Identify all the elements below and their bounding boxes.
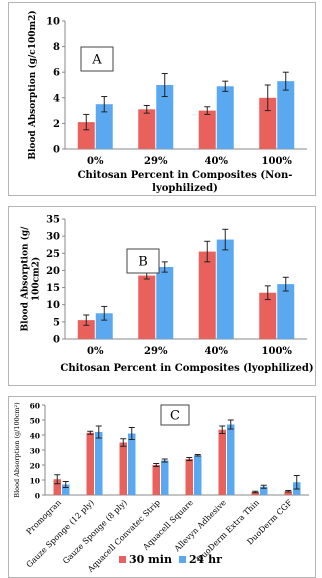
bar-series-1 xyxy=(259,292,277,339)
category-label: 0% xyxy=(87,346,104,357)
panel-label-box xyxy=(80,46,114,72)
bar-series-2 xyxy=(216,86,234,149)
bar-series-2 xyxy=(156,267,174,339)
bar-series-2 xyxy=(95,313,113,339)
y-tick-label: 8 xyxy=(53,42,60,53)
bar-series-2 xyxy=(161,460,169,495)
y-tick-label: 20 xyxy=(30,462,40,471)
y-tick-label: 5 xyxy=(53,317,60,328)
category-label: 100% xyxy=(262,156,293,167)
y-tick-label: 15 xyxy=(46,283,60,294)
bar-series-2 xyxy=(277,284,295,339)
bar-series-1 xyxy=(185,459,193,495)
bar-series-1 xyxy=(138,275,156,339)
panel-label: B xyxy=(138,255,148,270)
category-label: Gauze Sponge (12 ply) xyxy=(25,498,96,569)
bar-series-1 xyxy=(77,122,95,149)
chart-panel-a: 0 2 4 6 8 10 0% 29% 40% 100% A Blood Absorption (g/… xyxy=(8,2,316,196)
panel-label: A xyxy=(91,53,102,68)
y-tick-label: 6 xyxy=(53,68,60,79)
y-tick-label: 20 xyxy=(46,266,60,277)
bar-series-1 xyxy=(198,251,216,339)
bar-series-1 xyxy=(218,429,226,495)
bar-series-1 xyxy=(284,491,292,495)
legend-swatch xyxy=(179,556,186,563)
legend-label: 24 hr xyxy=(189,553,222,566)
y-tick-label: 4 xyxy=(53,93,60,104)
panel-label-box xyxy=(160,404,190,426)
y-tick-label: 30 xyxy=(46,232,60,243)
bar-series-2 xyxy=(62,484,70,495)
y-axis-label: Blood Absorption (g/c100m2) xyxy=(27,10,38,159)
bar-series-1 xyxy=(251,492,259,495)
y-tick-label: 40 xyxy=(30,432,40,441)
bar-series-2 xyxy=(95,432,103,495)
y-tick-label: 0 xyxy=(35,492,40,501)
bar-series-1 xyxy=(77,320,95,339)
y-tick-label: 10 xyxy=(46,17,60,28)
bar-series-2 xyxy=(128,433,136,495)
bar-series-1 xyxy=(152,465,160,495)
bar-series-2 xyxy=(260,486,268,495)
category-label: 100% xyxy=(262,346,293,357)
chart-panel-c: 0 10 20 30 40 50 60 Promogran Gauze Sponge (12 p… xyxy=(8,396,316,578)
panel-label-box xyxy=(126,248,160,274)
chart-panel-b: 0 5 10 15 20 25 30 35 0% 29% 40% 100% B Blood Absorpt… xyxy=(8,206,316,386)
bar-series-2 xyxy=(95,104,113,149)
legend-label: 30 min xyxy=(129,553,172,566)
y-tick-label: 60 xyxy=(30,402,40,411)
category-label: Gauze Sponge (8 ply) xyxy=(61,498,129,566)
y-axis-label: Blood Absorption (g/100cm²) xyxy=(13,402,21,498)
bar-series-2 xyxy=(194,455,202,495)
y-tick-label: 0 xyxy=(53,145,60,156)
y-axis-label: 100cm2) xyxy=(31,257,42,301)
x-axis-label: lyophilized) xyxy=(152,183,218,194)
bar-series-2 xyxy=(156,85,174,149)
category-label: 40% xyxy=(205,346,229,357)
bar-series-2 xyxy=(277,81,295,149)
chart-b-svg: 0 5 10 15 20 25 30 35 0% 29% 40% 100% B Blood Absorpt… xyxy=(20,215,314,375)
bar-series-1 xyxy=(53,479,61,495)
legend-swatch xyxy=(119,556,126,563)
y-tick-label: 25 xyxy=(46,249,60,260)
y-tick-label: 2 xyxy=(53,119,60,130)
bar-series-1 xyxy=(198,110,216,149)
y-axis-label: Blood Absorption (g/ xyxy=(20,226,31,332)
bar-series-1 xyxy=(119,442,127,495)
bar-series-2 xyxy=(227,424,235,495)
y-tick-label: 30 xyxy=(30,447,40,456)
bar-series-1 xyxy=(259,97,277,149)
category-label: 29% xyxy=(144,346,168,357)
x-axis-label: Chitosan Percent in Composites (lyophili… xyxy=(60,363,313,374)
y-tick-label: 50 xyxy=(30,417,40,426)
x-axis-label: Chitosan Percent in Composites (Non- xyxy=(78,170,293,181)
y-tick-label: 10 xyxy=(46,300,60,311)
category-label: 40% xyxy=(205,156,229,167)
category-label: 0% xyxy=(87,156,104,167)
y-tick-label: 0 xyxy=(53,335,60,346)
bar-series-1 xyxy=(86,432,94,495)
y-tick-label: 35 xyxy=(46,215,60,226)
bar-series-1 xyxy=(138,109,156,149)
panel-label: C xyxy=(170,409,180,424)
y-tick-label: 10 xyxy=(30,477,40,486)
category-label: 29% xyxy=(144,156,168,167)
bar-series-2 xyxy=(216,239,234,339)
